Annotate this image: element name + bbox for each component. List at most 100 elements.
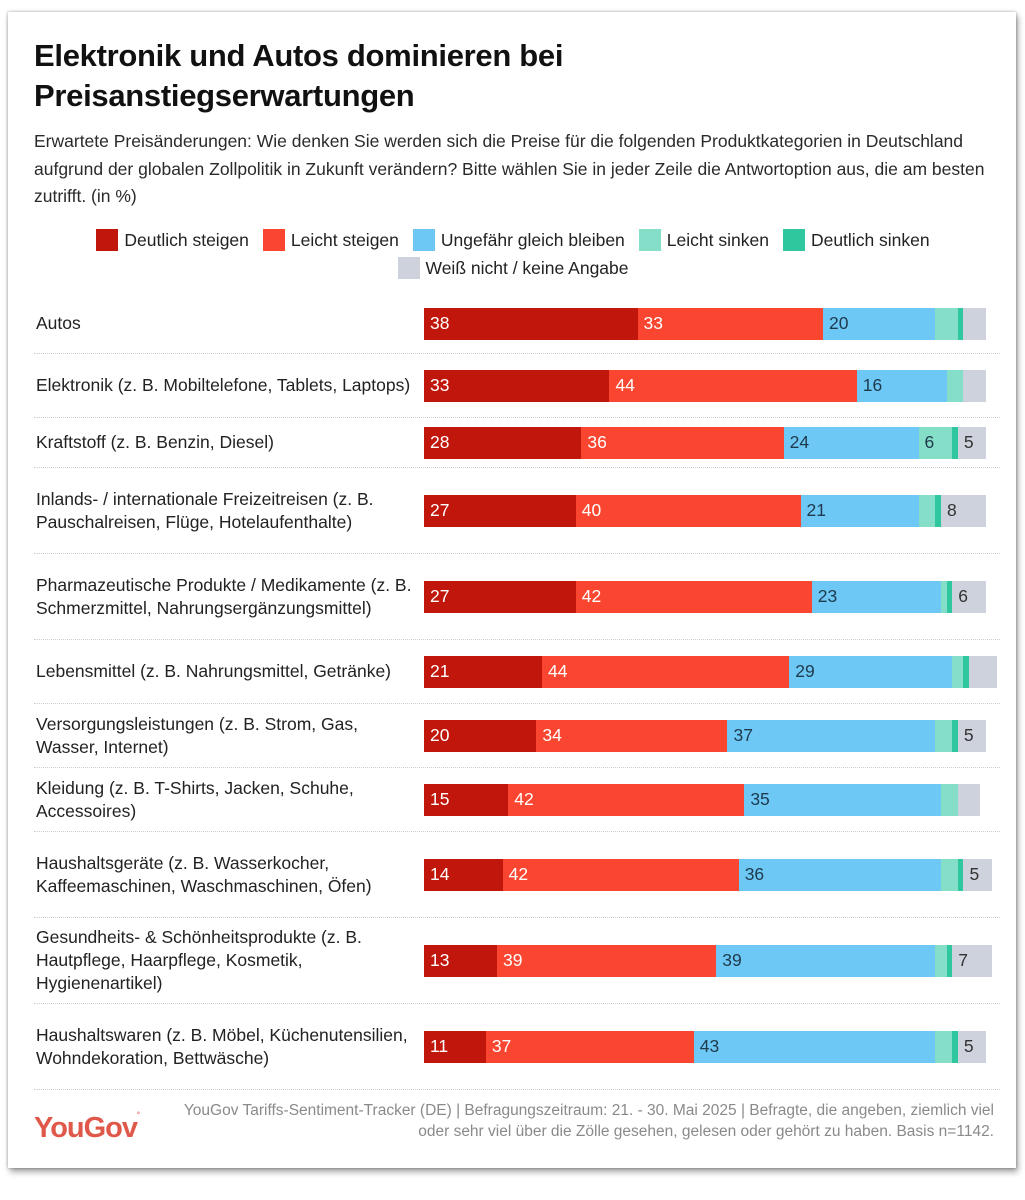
bar-segment	[941, 580, 947, 613]
data-label: 8	[947, 500, 957, 520]
data-label: 43	[699, 1036, 720, 1056]
data-label: 33	[643, 313, 664, 333]
bar-row: Lebensmittel (z. B. Nahrungsmittel, Getr…	[34, 640, 1000, 704]
bar-segment: 14	[424, 858, 503, 891]
bar-segment	[963, 655, 970, 688]
bar-segment	[946, 580, 953, 613]
category-label: Kraftstoff (z. B. Benzin, Diesel)	[36, 432, 274, 452]
data-label: 20	[430, 725, 450, 745]
legend-item: Leicht steigen	[262, 228, 399, 252]
bar-segment: 8	[941, 494, 986, 527]
bar-segment: 40	[575, 494, 801, 527]
data-label: 7	[958, 950, 968, 970]
bar-segment	[935, 1030, 953, 1063]
category-label: Autos	[36, 313, 81, 333]
data-label: 5	[963, 432, 974, 452]
data-label: 36	[744, 864, 765, 884]
bar-segment: 33	[424, 369, 610, 402]
bar-row: Kleidung (z. B. T-Shirts, Jacken, Schuhe…	[34, 768, 1000, 832]
category-label: Elektronik (z. B. Mobiltelefone, Tablets…	[36, 375, 411, 395]
stacked-bar: 20 34 37 5	[424, 719, 986, 752]
bar-segment: 28	[424, 426, 582, 459]
bar-segment: 21	[800, 494, 919, 527]
data-label: 21	[430, 661, 450, 681]
data-label: 39	[722, 950, 742, 970]
bar-segment: 20	[424, 719, 537, 752]
bar-row: Gesundheits- & Schönheitsprodukte (z. B.…	[34, 918, 1000, 1004]
bar-segment: 24	[783, 426, 919, 459]
bar-segment	[969, 655, 998, 688]
bar-segment: 20	[823, 307, 936, 340]
bar-segment: 37	[727, 719, 936, 752]
legend-item: Leicht sinken	[638, 228, 769, 252]
data-label: 44	[548, 661, 568, 681]
bar-row: Autos 38 33 20	[34, 294, 1000, 354]
bar-segment: 38	[424, 307, 638, 340]
legend-label: Deutlich sinken	[810, 230, 930, 250]
bar-segment	[935, 494, 942, 527]
bar-segment	[941, 858, 958, 891]
legend: Deutlich steigen Leicht steigen Ungefähr g…	[28, 228, 998, 280]
logo-mark: °	[137, 1112, 140, 1119]
data-label: 27	[430, 586, 450, 606]
category-label: Kleidung (z. B. T-Shirts, Jacken, Schuhe…	[36, 777, 354, 821]
bar-segment: 27	[424, 580, 576, 613]
bar-segment: 15	[424, 783, 509, 816]
bar-segment: 39	[716, 944, 936, 977]
legend-swatch	[397, 257, 420, 279]
legend-item: Deutlich steigen	[96, 228, 249, 252]
bar-segment: 11	[424, 1030, 486, 1063]
data-label: 5	[963, 1036, 974, 1056]
category-label: Versorgungsleistungen (z. B. Strom, Gas,…	[36, 713, 358, 757]
legend-item: Weiß nicht / keine Angabe	[397, 256, 629, 280]
stacked-bar: 27 42 23 6	[424, 580, 986, 613]
bar-segment: 29	[789, 655, 953, 688]
bar-segment: 21	[424, 655, 543, 688]
data-label: 27	[430, 500, 450, 520]
data-label: 21	[806, 500, 826, 520]
legend-label: Leicht steigen	[290, 230, 399, 250]
bar-segment: 44	[542, 655, 790, 688]
bar-segment: 34	[536, 719, 728, 752]
legend-item: Ungefähr gleich bleiben	[412, 228, 625, 252]
bar-segment: 5	[957, 1030, 986, 1063]
legend-label: Leicht sinken	[666, 230, 769, 250]
bar-segment	[941, 783, 958, 816]
stacked-bar: 15 42 35	[424, 783, 981, 816]
stacked-bar: 27 40 21 8	[424, 494, 986, 527]
legend-label: Ungefähr gleich bleiben	[440, 230, 625, 250]
bar-segment: 6	[952, 580, 986, 613]
category-label: Haushaltswaren (z. B. Möbel, Küchenutens…	[36, 1024, 408, 1068]
data-label: 23	[817, 586, 838, 606]
bar-segment	[957, 307, 964, 340]
bar-segment	[952, 1030, 958, 1063]
legend-swatch	[782, 229, 805, 251]
bar-segment: 23	[811, 580, 942, 613]
yougov-logo: YouGov°	[34, 1112, 140, 1145]
bar-segment: 13	[424, 944, 498, 977]
bar-segment	[935, 307, 958, 340]
stacked-bar: 38 33 20	[424, 307, 986, 340]
data-label: 20	[829, 313, 849, 333]
category-label: Inlands- / internationale Freizeitreisen…	[36, 488, 374, 532]
bar-segment	[935, 719, 953, 752]
bar-segment	[963, 369, 986, 402]
bar-segment: 37	[485, 1030, 694, 1063]
data-label: 24	[789, 432, 810, 452]
data-label: 13	[430, 950, 450, 970]
bar-segment: 44	[609, 369, 857, 402]
data-label: 42	[514, 789, 534, 809]
data-label: 5	[963, 725, 974, 745]
bar-segment: 5	[963, 858, 992, 891]
bar-segment: 42	[508, 783, 745, 816]
bar-segment: 35	[744, 783, 942, 816]
stacked-bar: 13 39 39 7	[424, 944, 992, 977]
data-label: 6	[958, 586, 968, 606]
data-label: 11	[430, 1036, 449, 1056]
bar-segment	[952, 719, 958, 752]
category-label: Lebensmittel (z. B. Nahrungsmittel, Getr…	[36, 661, 392, 681]
logo-text: YouGov	[34, 1112, 138, 1144]
bar-segment	[963, 307, 986, 340]
data-label: 37	[733, 725, 753, 745]
stacked-bar: 33 44 16	[424, 369, 986, 402]
